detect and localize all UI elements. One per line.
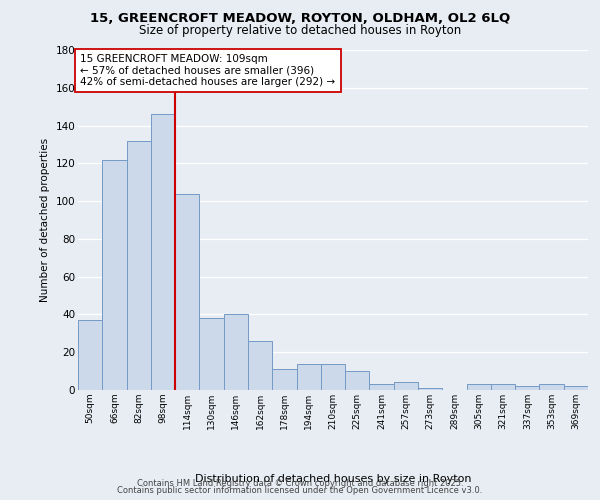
Bar	[491, 384, 515, 390]
Bar	[564, 386, 588, 390]
Bar	[175, 194, 199, 390]
Bar	[345, 371, 370, 390]
Bar	[539, 384, 564, 390]
Bar	[370, 384, 394, 390]
Bar	[467, 384, 491, 390]
Bar	[272, 369, 296, 390]
Text: 15, GREENCROFT MEADOW, ROYTON, OLDHAM, OL2 6LQ: 15, GREENCROFT MEADOW, ROYTON, OLDHAM, O…	[90, 12, 510, 26]
Bar	[296, 364, 321, 390]
Bar	[224, 314, 248, 390]
Bar	[102, 160, 127, 390]
X-axis label: Distribution of detached houses by size in Royton: Distribution of detached houses by size …	[195, 474, 471, 484]
Text: 15 GREENCROFT MEADOW: 109sqm
← 57% of detached houses are smaller (396)
42% of s: 15 GREENCROFT MEADOW: 109sqm ← 57% of de…	[80, 54, 335, 87]
Bar	[248, 341, 272, 390]
Bar	[199, 318, 224, 390]
Bar	[394, 382, 418, 390]
Bar	[418, 388, 442, 390]
Text: Contains HM Land Registry data © Crown copyright and database right 2025.: Contains HM Land Registry data © Crown c…	[137, 478, 463, 488]
Bar	[515, 386, 539, 390]
Text: Size of property relative to detached houses in Royton: Size of property relative to detached ho…	[139, 24, 461, 37]
Bar	[151, 114, 175, 390]
Y-axis label: Number of detached properties: Number of detached properties	[40, 138, 50, 302]
Bar	[127, 140, 151, 390]
Text: Contains public sector information licensed under the Open Government Licence v3: Contains public sector information licen…	[118, 486, 482, 495]
Bar	[321, 364, 345, 390]
Bar	[78, 320, 102, 390]
